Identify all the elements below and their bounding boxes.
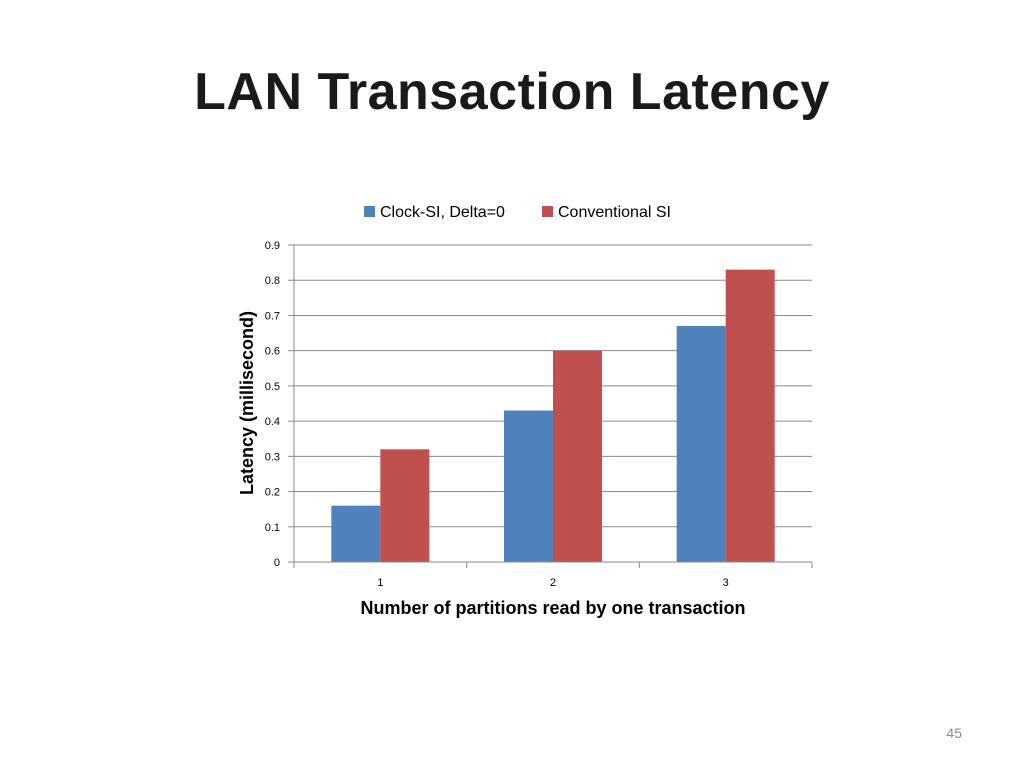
x-tick-label: 2	[550, 577, 556, 589]
bar	[725, 269, 775, 562]
y-tick-label: 0.9	[265, 240, 280, 252]
legend-label: Conventional SI	[558, 204, 671, 221]
bar	[331, 505, 381, 562]
bars	[331, 269, 775, 562]
axes: 0 0.1 0.2 0.3 0.4 0.5 0.6 0.7 0.8 0.9 1 2 3	[265, 240, 813, 589]
legend-label: Clock-SI, Delta=0	[380, 204, 505, 221]
y-tick-label: 0.7	[265, 310, 280, 322]
y-tick-label: 0.1	[265, 522, 280, 534]
legend-swatch	[542, 206, 553, 217]
y-axis-label: Latency (millisecond)	[237, 311, 257, 495]
x-tick-label: 1	[377, 577, 383, 589]
bar	[380, 449, 430, 562]
y-tick-label: 0.4	[265, 416, 280, 428]
y-tick-label: 0.5	[265, 381, 280, 393]
y-tick-label: 0	[274, 557, 280, 569]
slide-title: LAN Transaction Latency	[194, 63, 830, 121]
slide-number: 45	[946, 725, 962, 741]
y-tick-label: 0.2	[265, 487, 280, 499]
legend-swatch	[364, 206, 375, 217]
bar	[676, 326, 726, 562]
x-axis-label: Number of partitions read by one transac…	[360, 598, 745, 618]
y-tick-label: 0.8	[265, 275, 280, 287]
bar	[553, 350, 602, 562]
y-tick-label: 0.6	[265, 346, 280, 358]
x-tick-label: 3	[723, 577, 729, 589]
y-tick-label: 0.3	[265, 451, 280, 463]
legend: Clock-SI, Delta=0 Conventional SI	[364, 204, 671, 221]
bar	[504, 410, 553, 562]
